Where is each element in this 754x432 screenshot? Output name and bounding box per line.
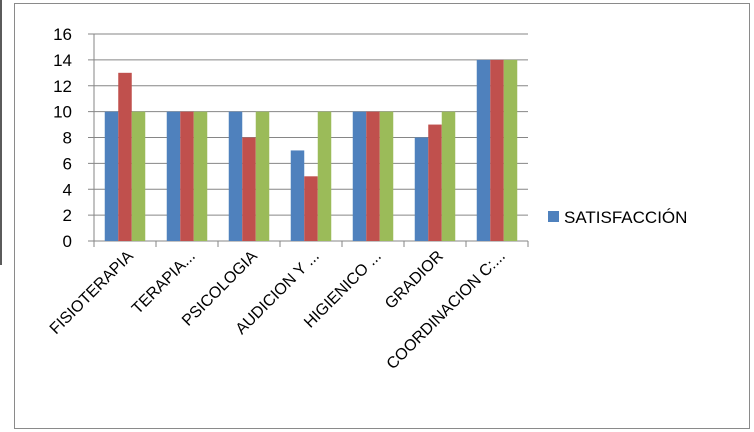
y-tick-label: 2 [63,206,72,225]
bar [490,59,504,241]
y-tick-label: 4 [63,180,72,199]
bar [366,111,380,241]
bar [317,111,332,241]
bar [104,111,119,241]
y-tick-label: 0 [63,232,72,251]
y-tick-label: 12 [53,77,72,96]
legend: SATISFACCIÓN [548,208,687,227]
left-edge-line [0,0,2,265]
bar [414,137,429,241]
bar [255,111,270,241]
x-category-label: FISIOTERAPIA [47,248,137,338]
bar [242,137,256,241]
bar [228,111,243,241]
legend-swatch [548,211,559,222]
bar [476,59,491,241]
y-tick-label: 8 [63,129,72,148]
bar [352,111,367,241]
x-category-label: COORDINACION C:... [384,248,509,373]
category-labels: FISIOTERAPIATERAPIA...PSICOLOGIAAUDICION… [47,248,509,373]
bar [166,111,181,241]
bar [131,111,146,241]
bar [180,111,194,241]
bar [379,111,394,241]
bar [441,111,456,241]
bar [290,150,305,241]
bar [428,124,442,241]
y-tick-label: 16 [53,25,72,44]
y-tick-label: 6 [63,154,72,173]
y-tick-labels: 0 2 4 6 8 10 12 14 16 [53,25,72,251]
bar [503,59,518,241]
bars [104,59,518,241]
bar [118,72,132,241]
bar [193,111,208,241]
legend-label: SATISFACCIÓN [564,208,687,227]
y-tick-label: 10 [53,103,72,122]
y-tick-label: 14 [53,51,72,70]
bar [304,176,318,241]
x-category-label: GRADIOR [382,248,447,313]
